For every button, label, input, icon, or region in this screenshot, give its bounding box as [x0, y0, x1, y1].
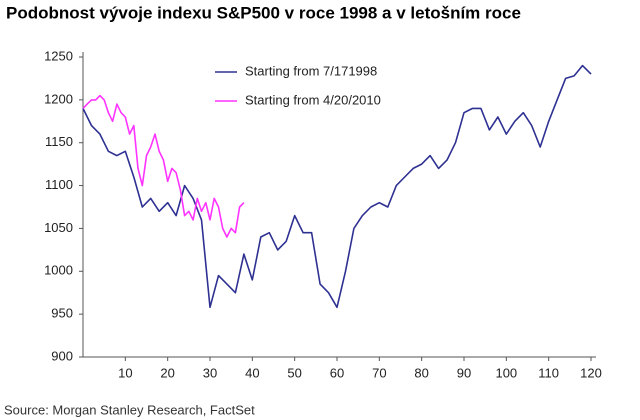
- x-tick-label: 40: [245, 365, 259, 380]
- chart-title: Podobnost vývoje indexu S&P500 v roce 19…: [6, 3, 521, 22]
- series-line: [82, 64, 592, 309]
- legend-label: Starting from 4/20/2010: [245, 92, 381, 107]
- y-tick-label: 1050: [44, 220, 73, 235]
- y-tick-label: 1150: [45, 134, 73, 149]
- series-line: [82, 94, 245, 238]
- x-tick-label: 110: [538, 365, 559, 380]
- x-tick-label: 90: [457, 365, 471, 380]
- y-tick-label: 950: [51, 306, 73, 321]
- y-tick-label: 1250: [44, 48, 73, 63]
- x-tick-label: 100: [495, 365, 517, 380]
- y-tick-label: 1000: [44, 263, 73, 278]
- x-tick-label: 50: [287, 365, 301, 380]
- legend-label: Starting from 7/171998: [245, 63, 377, 78]
- y-tick-label: 1100: [45, 177, 73, 192]
- x-tick-label: 80: [414, 365, 428, 380]
- x-tick-label: 30: [203, 365, 217, 380]
- x-tick-label: 70: [372, 365, 386, 380]
- y-tick-label: 1200: [44, 91, 73, 106]
- source: Source: Morgan Stanley Research, FactSet: [4, 402, 255, 417]
- y-tick-label: 900: [51, 348, 73, 363]
- x-tick-label: 10: [118, 365, 132, 380]
- x-tick-label: 120: [580, 365, 602, 380]
- x-tick-label: 60: [330, 365, 344, 380]
- x-tick-label: 20: [160, 365, 174, 380]
